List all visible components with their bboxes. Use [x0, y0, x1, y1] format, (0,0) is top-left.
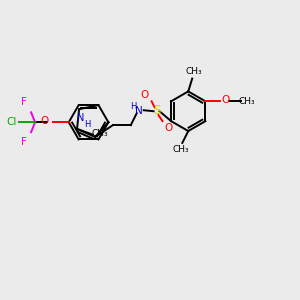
Text: CH₃: CH₃ [92, 129, 108, 138]
Text: O: O [164, 123, 172, 133]
Text: CH₃: CH₃ [172, 146, 189, 154]
Text: F: F [21, 137, 27, 147]
Text: H: H [84, 120, 90, 129]
Text: O: O [41, 116, 49, 126]
Text: F: F [21, 98, 27, 107]
Text: H: H [130, 102, 137, 111]
Text: O: O [221, 95, 230, 105]
Text: CH₃: CH₃ [239, 97, 255, 106]
Text: CH₃: CH₃ [186, 67, 202, 76]
Text: O: O [140, 90, 149, 100]
Text: N: N [135, 106, 142, 116]
Text: N: N [77, 113, 85, 123]
Text: Cl: Cl [6, 117, 16, 127]
Text: S: S [153, 104, 160, 117]
